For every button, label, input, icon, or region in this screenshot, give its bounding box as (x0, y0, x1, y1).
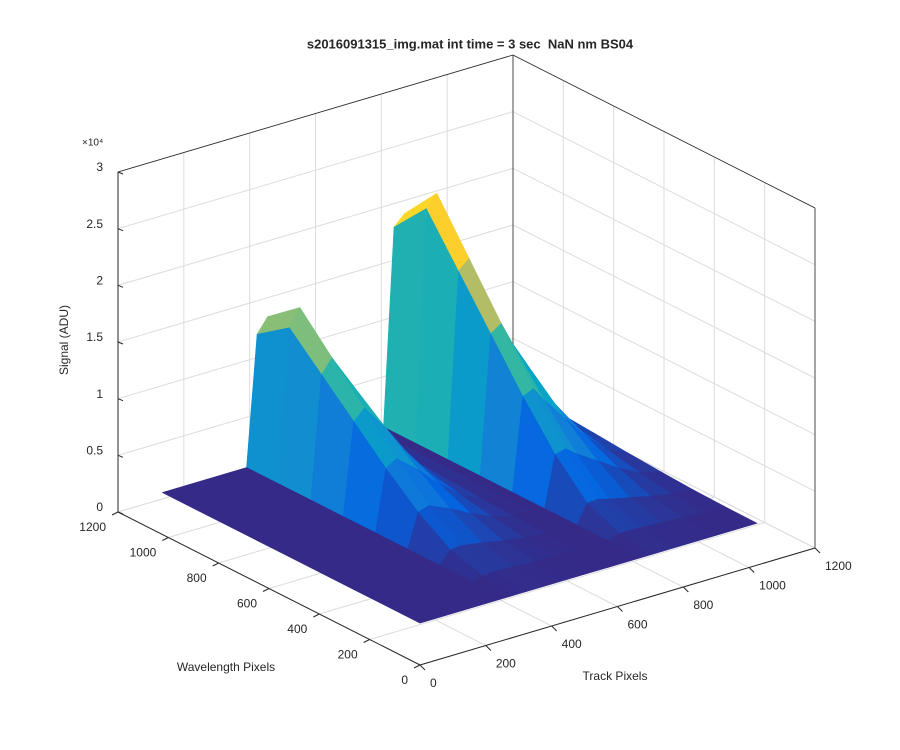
x-tick-label: 0 (430, 676, 437, 690)
z-tick-label: 0.5 (86, 444, 103, 458)
z-tick-label: 3 (96, 160, 103, 174)
y-tick (162, 537, 169, 541)
y-tick (262, 588, 270, 592)
z-tick-label: 2 (96, 274, 103, 288)
x-tick-label: 400 (562, 637, 582, 651)
x-axis-label: Track Pixels (583, 669, 648, 683)
z-tick (117, 171, 124, 175)
z-tick-label: 2.5 (86, 217, 103, 231)
y-axis-label: Wavelength Pixels (177, 660, 275, 674)
y-tick-label: 800 (187, 571, 207, 585)
x-tick (485, 645, 492, 651)
grid-line (512, 167, 816, 322)
y-tick (111, 511, 119, 516)
y-tick (413, 664, 421, 669)
grid-line (512, 111, 816, 266)
grid-line (117, 111, 514, 230)
surface-patch (387, 593, 463, 624)
z-tick-label: 1 (96, 387, 103, 401)
y-tick-label: 200 (338, 648, 358, 662)
x-tick (682, 586, 689, 593)
y-tick (212, 562, 219, 567)
z-tick (117, 511, 124, 515)
z-tick (117, 341, 124, 345)
x-tick (814, 547, 821, 554)
z-tick-label: 0 (96, 500, 103, 514)
x-tick (617, 606, 623, 612)
z-tick (117, 284, 124, 288)
grid-line (369, 522, 765, 640)
x-tick (551, 625, 558, 632)
z-tick (117, 454, 124, 458)
x-tick-label: 1000 (759, 579, 786, 593)
z-multiplier: ×10⁴ (82, 138, 103, 149)
x-tick-label: 1200 (825, 559, 852, 573)
y-tick-label: 1000 (130, 546, 157, 560)
y-tick (363, 639, 370, 643)
z-tick (117, 228, 124, 232)
y-tick-label: 400 (287, 622, 307, 636)
grid-line (512, 281, 816, 436)
x-tick-label: 200 (496, 657, 516, 671)
x-tick (748, 567, 755, 573)
y-tick-label: 600 (237, 597, 257, 611)
x-tick-label: 600 (628, 618, 648, 632)
chart-title: s2016091315_img.mat int time = 3 sec NaN… (307, 36, 634, 51)
grid-line (117, 167, 514, 286)
x-tick-label: 800 (693, 598, 713, 612)
y-tick-label: 0 (401, 673, 408, 687)
grid-line (512, 224, 816, 379)
z-tick-label: 1.5 (86, 330, 103, 344)
x-tick (419, 664, 426, 671)
y-tick-label: 1200 (79, 520, 106, 534)
z-axis-label: Signal (ADU) (57, 305, 71, 375)
grid-line (512, 337, 816, 492)
y-tick (313, 613, 320, 618)
z-tick (117, 398, 124, 402)
